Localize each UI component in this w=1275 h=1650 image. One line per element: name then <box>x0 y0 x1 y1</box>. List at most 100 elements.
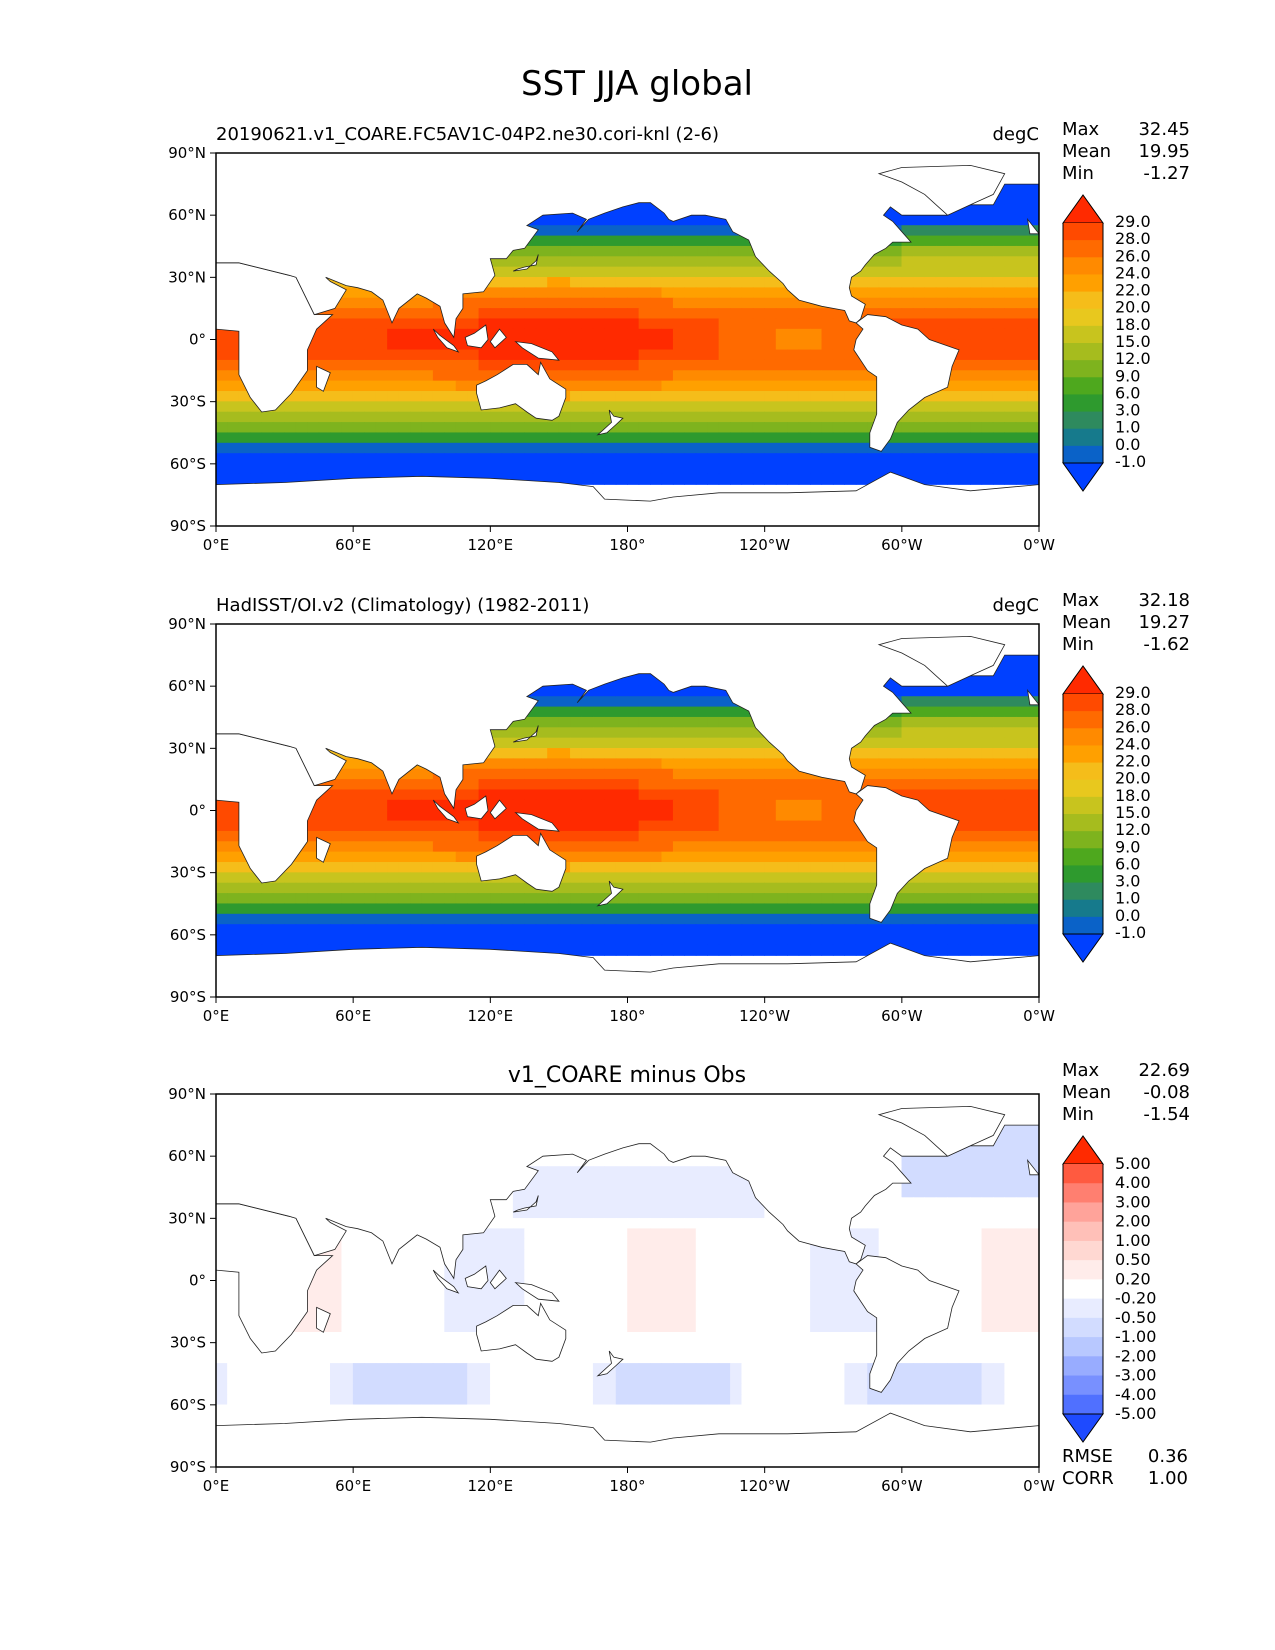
field-cell <box>592 225 605 237</box>
field-cell <box>798 882 811 894</box>
field-cell <box>615 810 628 822</box>
field-cell <box>661 297 674 309</box>
field-cell <box>661 473 674 485</box>
field-cell <box>1004 380 1017 392</box>
field-cell <box>867 768 880 780</box>
field-cell <box>878 245 891 257</box>
field-cell <box>901 453 914 465</box>
field-cell <box>512 934 525 946</box>
field-cell <box>798 862 811 873</box>
field-cell <box>558 339 571 351</box>
field-cell <box>764 872 777 884</box>
field-cell <box>855 380 868 392</box>
field-cell <box>432 841 445 853</box>
field-cell <box>524 924 537 936</box>
field-cell <box>924 391 937 402</box>
field-cell <box>249 411 263 423</box>
field-cell <box>432 359 445 371</box>
field-cell <box>752 727 765 739</box>
field-cell <box>272 903 285 915</box>
field-cell <box>890 1155 903 1167</box>
field-cell <box>558 235 571 247</box>
field-cell <box>581 696 594 708</box>
field-cell <box>444 380 457 392</box>
field-cell <box>981 882 994 894</box>
field-cell <box>730 882 743 894</box>
field-cell <box>330 748 343 759</box>
field-cell <box>410 862 423 873</box>
field-cell <box>981 789 994 801</box>
field-cell <box>261 442 274 454</box>
field-cell <box>387 841 400 853</box>
field-cell <box>570 893 583 905</box>
field-cell <box>421 349 434 361</box>
field-cell <box>615 339 628 351</box>
field-cell <box>958 675 971 687</box>
field-cell <box>650 380 663 392</box>
field-cell <box>341 339 354 351</box>
field-cell <box>901 214 914 226</box>
field-cell <box>547 944 560 956</box>
field-cell <box>741 235 754 247</box>
field-cell <box>387 411 400 423</box>
field-cell <box>558 851 571 863</box>
field-cell <box>1004 401 1017 413</box>
field-cell <box>490 277 503 288</box>
field-cell <box>832 820 845 832</box>
field-cell <box>478 893 491 905</box>
field-cell <box>661 893 674 905</box>
field-cell <box>1015 339 1028 351</box>
field-cell <box>992 359 1006 371</box>
field-cell <box>764 934 777 946</box>
field-cell <box>615 256 628 268</box>
field-cell <box>787 328 800 340</box>
field-cell <box>1015 1155 1028 1167</box>
field-cell <box>798 903 811 915</box>
field-cell <box>570 903 583 915</box>
field-cell <box>375 789 388 801</box>
field-cell <box>764 308 777 320</box>
field-cell <box>227 380 240 392</box>
field-cell <box>249 872 263 884</box>
field-cell <box>958 872 971 884</box>
field-cell <box>981 225 994 237</box>
field-cell <box>501 328 514 340</box>
field-cell <box>478 758 491 770</box>
field-cell <box>970 789 983 801</box>
field-cell <box>364 768 377 780</box>
field-cell <box>684 903 697 915</box>
field-cell <box>535 696 548 708</box>
field-cell <box>570 685 583 697</box>
field-cell <box>638 339 651 351</box>
field-cell <box>718 214 731 226</box>
field-cell <box>444 463 457 475</box>
field-cell <box>707 872 720 884</box>
field-cell <box>878 924 891 936</box>
field-cell <box>1015 862 1028 873</box>
field-cell <box>627 893 640 905</box>
field-cell <box>1015 194 1028 206</box>
field-cell <box>958 370 971 382</box>
field-cell <box>935 716 948 728</box>
field-cell <box>1027 893 1039 905</box>
field-cell <box>398 841 411 853</box>
field-cell <box>638 872 651 884</box>
field-cell <box>1004 308 1017 320</box>
field-cell <box>330 380 343 392</box>
field-cell <box>947 214 960 226</box>
field-cell <box>341 882 354 894</box>
field-cell <box>432 789 445 801</box>
field-cell <box>958 204 971 216</box>
field-cell <box>501 758 514 770</box>
field-cell <box>924 266 937 278</box>
field-cell <box>216 453 228 465</box>
field-cell <box>752 380 765 392</box>
field-cell <box>684 266 697 278</box>
field-cell <box>730 245 743 257</box>
field-cell <box>958 934 971 946</box>
field-cell <box>547 799 560 811</box>
field-cell <box>512 256 525 268</box>
field-cell <box>467 442 480 454</box>
field-cell <box>535 245 548 257</box>
field-cell <box>1015 463 1028 475</box>
